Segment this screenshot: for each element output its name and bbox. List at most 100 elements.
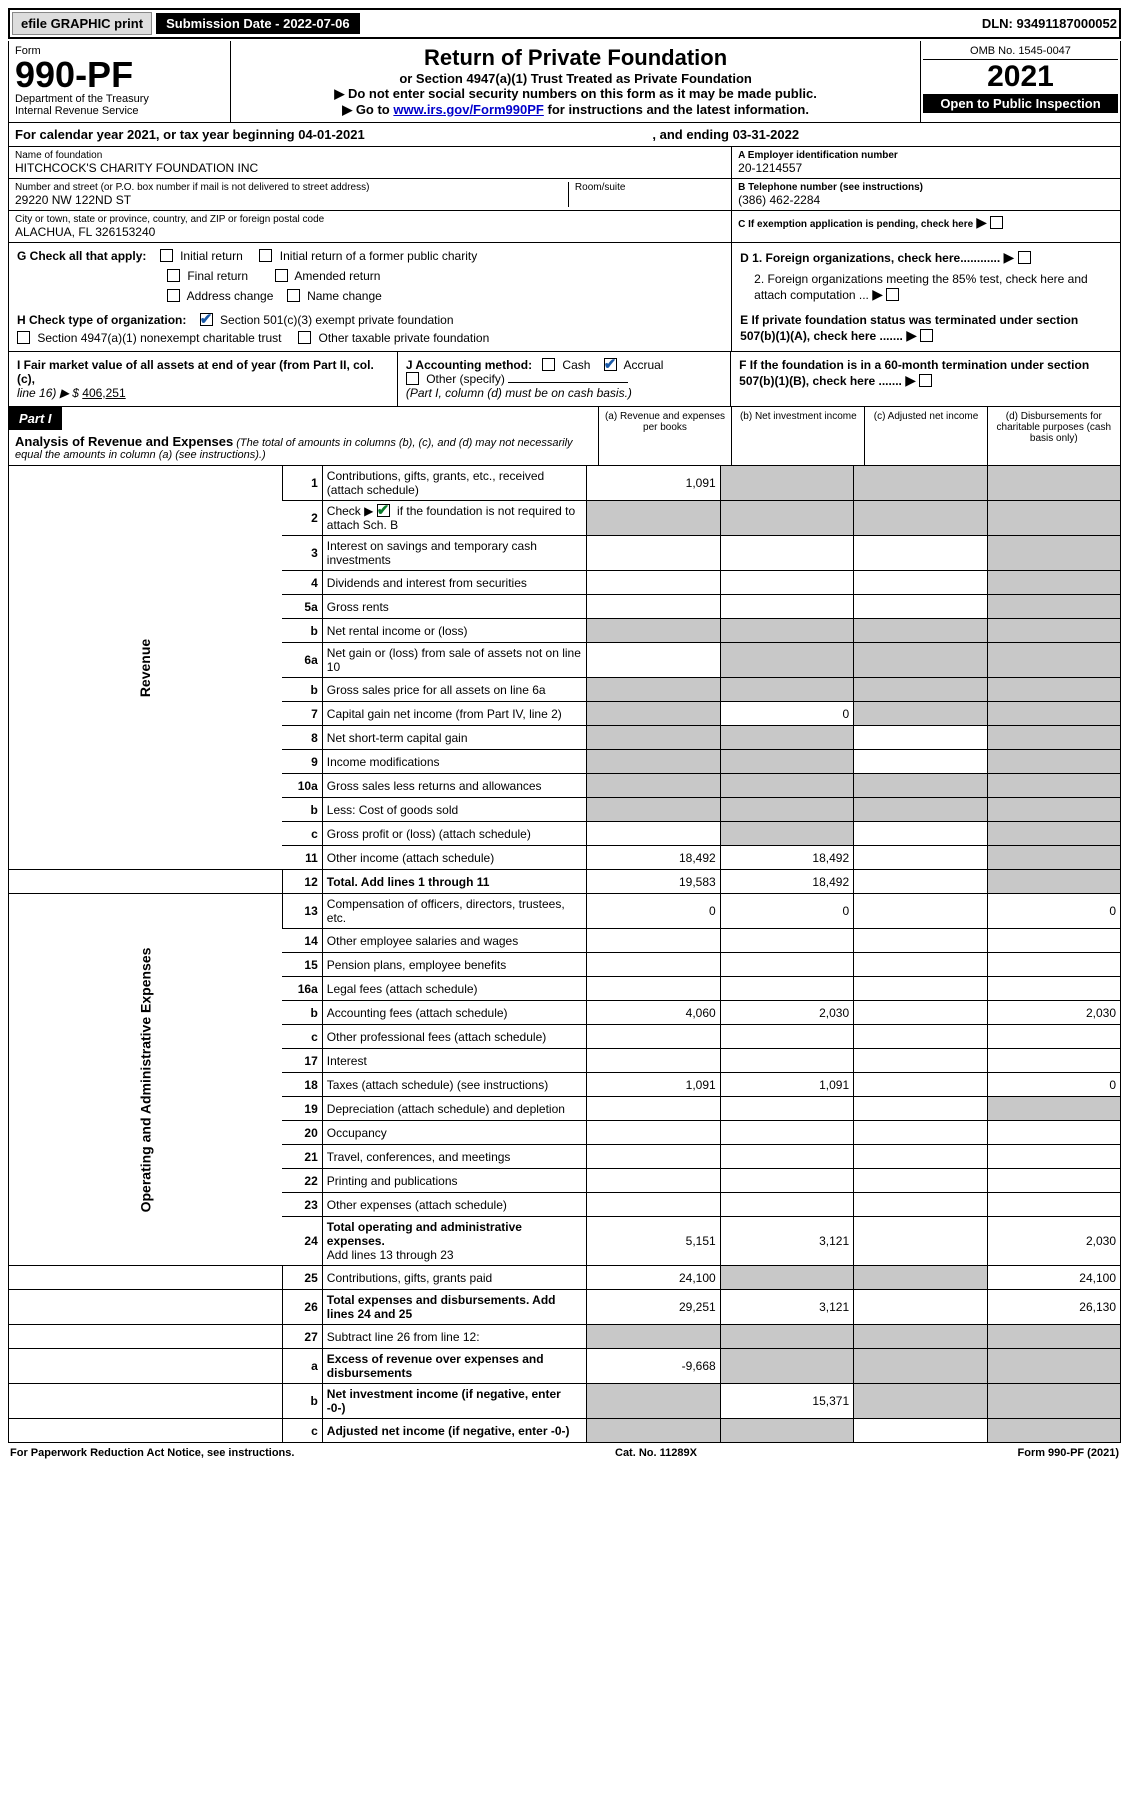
cash-checkbox[interactable] (542, 358, 555, 371)
col-a-header: (a) Revenue and expenses per books (598, 407, 731, 465)
e-checkbox[interactable] (920, 329, 933, 342)
accrual-label: Accrual (623, 358, 663, 372)
calyear-a: For calendar year 2021, or tax year begi… (15, 127, 652, 142)
final-return: Final return (187, 269, 248, 283)
footer-mid: Cat. No. 11289X (615, 1447, 697, 1459)
c-checkbox[interactable] (990, 216, 1003, 229)
amt-b (720, 466, 853, 501)
form-number: 990-PF (15, 57, 224, 93)
note-1: ▶ Do not enter social security numbers o… (237, 86, 914, 102)
header-left: Form 990-PF Department of the Treasury I… (9, 41, 231, 122)
note2b: for instructions and the latest informat… (548, 102, 809, 117)
final-return-checkbox[interactable] (167, 269, 180, 282)
s4947-label: Section 4947(a)(1) nonexempt charitable … (37, 331, 281, 345)
amt-d (987, 466, 1120, 501)
form-header: Form 990-PF Department of the Treasury I… (8, 41, 1121, 123)
table-row: aExcess of revenue over expenses and dis… (9, 1349, 1121, 1384)
d2-checkbox[interactable] (886, 288, 899, 301)
irs: Internal Revenue Service (15, 105, 224, 117)
b-phone-label: B Telephone number (see instructions) (738, 182, 1114, 193)
sch-b-checkbox[interactable] (377, 504, 390, 517)
addr-label: Number and street (or P.O. box number if… (15, 182, 564, 193)
amt-c (854, 466, 987, 501)
initial-former-checkbox[interactable] (259, 249, 272, 262)
city-label: City or town, state or province, country… (15, 214, 725, 225)
accrual-checkbox[interactable] (604, 358, 617, 371)
entity-block: Name of foundation HITCHCOCK'S CHARITY F… (8, 147, 1121, 243)
other-method-checkbox[interactable] (406, 372, 419, 385)
header-center: Return of Private Foundation or Section … (231, 41, 920, 122)
col-b-header: (b) Net investment income (731, 407, 864, 465)
header-right: OMB No. 1545-0047 2021 Open to Public In… (920, 41, 1120, 122)
row-text: Contributions, gifts, grants, etc., rece… (322, 466, 586, 501)
j-note: (Part I, column (d) must be on cash basi… (406, 386, 632, 400)
calendar-year-row: For calendar year 2021, or tax year begi… (8, 123, 1121, 147)
table-row: Operating and Administrative Expenses 13… (9, 894, 1121, 929)
dept: Department of the Treasury (15, 93, 224, 105)
table-row: 27Subtract line 26 from line 12: (9, 1325, 1121, 1349)
foundation-name: HITCHCOCK'S CHARITY FOUNDATION INC (15, 161, 548, 175)
table-row: 12Total. Add lines 1 through 1119,58318,… (9, 870, 1121, 894)
i-j-f-row: I Fair market value of all assets at end… (8, 352, 1121, 407)
i-line16: line 16) ▶ $ (17, 386, 79, 400)
footer-left: For Paperwork Reduction Act Notice, see … (10, 1447, 294, 1459)
street-address: 29220 NW 122ND ST (15, 193, 564, 207)
r2-prefix: Check ▶ (327, 504, 374, 518)
s4947-checkbox[interactable] (17, 331, 30, 344)
a-ein-label: A Employer identification number (738, 150, 1114, 161)
arrow-icon: ▶ (872, 286, 883, 302)
row-num: 1 (282, 466, 322, 501)
top-bar: efile GRAPHIC print Submission Date - 20… (8, 8, 1121, 39)
address-change: Address change (187, 289, 274, 303)
arrow-icon: ▶ (1004, 249, 1015, 265)
efile-button[interactable]: efile GRAPHIC print (12, 12, 152, 35)
i-label: I Fair market value of all assets at end… (17, 358, 374, 386)
g-label: G Check all that apply: (17, 249, 146, 263)
table-row: 25Contributions, gifts, grants paid24,10… (9, 1266, 1121, 1290)
dln: DLN: 93491187000052 (982, 16, 1117, 31)
s501-label: Section 501(c)(3) exempt private foundat… (220, 313, 453, 327)
g-h-block: G Check all that apply: Initial return I… (8, 243, 1121, 352)
name-change-checkbox[interactable] (287, 289, 300, 302)
form-title: Return of Private Foundation (237, 45, 914, 71)
address-change-checkbox[interactable] (167, 289, 180, 302)
initial-return: Initial return (180, 249, 243, 263)
amt-a: 1,091 (587, 466, 720, 501)
amended-return-checkbox[interactable] (275, 269, 288, 282)
ein: 20-1214557 (738, 161, 1114, 175)
open-to-public: Open to Public Inspection (923, 94, 1118, 113)
note-2: ▶ Go to www.irs.gov/Form990PF for instru… (237, 102, 914, 118)
part1-header: Part I Analysis of Revenue and Expenses … (8, 407, 1121, 466)
c-label: C If exemption application is pending, c… (738, 219, 973, 230)
omb: OMB No. 1545-0047 (923, 43, 1118, 60)
table-row: bNet investment income (if negative, ent… (9, 1384, 1121, 1419)
h-label: H Check type of organization: (17, 313, 186, 327)
part1-title: Analysis of Revenue and Expenses (15, 434, 233, 449)
j-label: J Accounting method: (406, 358, 532, 372)
form990pf-link[interactable]: www.irs.gov/Form990PF (393, 102, 544, 117)
room-label: Room/suite (575, 182, 626, 193)
f-checkbox[interactable] (919, 374, 932, 387)
row-text: Check ▶ if the foundation is not require… (322, 501, 586, 536)
table-row: Revenue 1 Contributions, gifts, grants, … (9, 466, 1121, 501)
cash-label: Cash (562, 358, 590, 372)
i-amount: 406,251 (82, 386, 125, 400)
other-taxable-checkbox[interactable] (298, 331, 311, 344)
s501-checkbox[interactable] (200, 313, 213, 326)
calyear-b: , and ending 03-31-2022 (652, 127, 799, 142)
row-num: 2 (282, 501, 322, 536)
part1-table: Revenue 1 Contributions, gifts, grants, … (8, 466, 1121, 1443)
d1-label: D 1. Foreign organizations, check here..… (740, 251, 1000, 265)
name-label: Name of foundation (15, 150, 548, 161)
initial-former: Initial return of a former public charit… (280, 249, 477, 263)
initial-return-checkbox[interactable] (160, 249, 173, 262)
revenue-side: Revenue (137, 638, 153, 696)
table-row: 26Total expenses and disbursements. Add … (9, 1290, 1121, 1325)
phone: (386) 462-2284 (738, 193, 1114, 207)
other-specify-line (508, 382, 628, 383)
page-footer: For Paperwork Reduction Act Notice, see … (8, 1443, 1121, 1463)
d1-checkbox[interactable] (1018, 251, 1031, 264)
expenses-side: Operating and Administrative Expenses (137, 947, 153, 1212)
form-subtitle: or Section 4947(a)(1) Trust Treated as P… (237, 71, 914, 86)
col-d-header: (d) Disbursements for charitable purpose… (987, 407, 1120, 465)
